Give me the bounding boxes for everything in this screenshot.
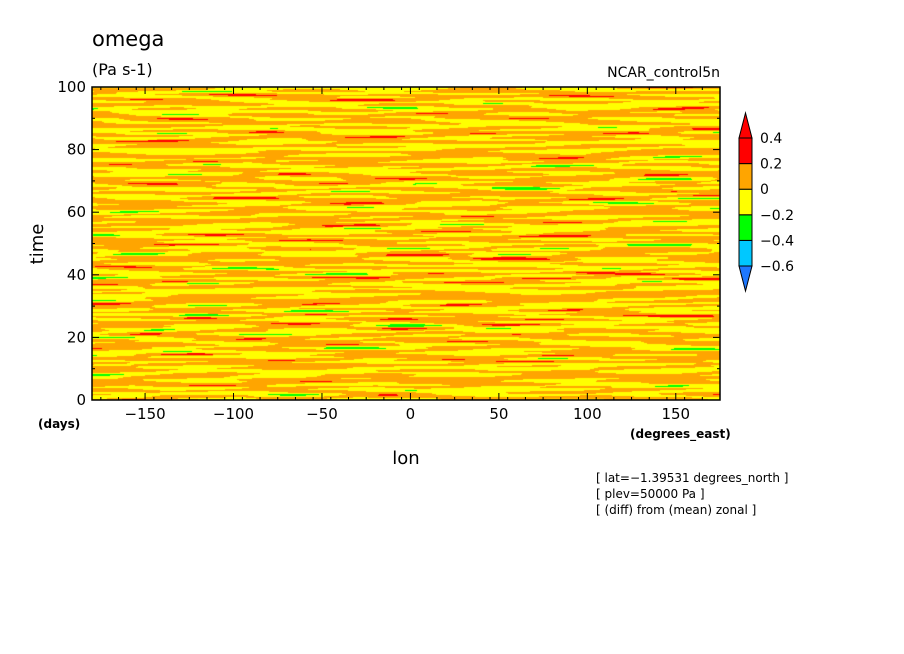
x-axis-units: (degrees_east) xyxy=(630,427,731,442)
x-tick-label: 150 xyxy=(661,405,690,423)
colorbar-label: 0.4 xyxy=(760,131,782,147)
colorbar-box xyxy=(738,214,753,241)
y-tick-label: 80 xyxy=(67,141,86,159)
axis-ticks: −150 −100 −50 0 50 100 150 0 20 40 60 80 100 xyxy=(57,78,721,423)
chart-units: (Pa s-1) xyxy=(92,60,153,79)
chart-title: omega xyxy=(92,27,164,51)
annotation-diff: [ (diff) from (mean) zonal ] xyxy=(596,503,756,517)
y-axis-label: time xyxy=(27,224,48,265)
x-tick-label: 100 xyxy=(573,405,602,423)
y-tick-label: 40 xyxy=(67,266,86,284)
contour-image xyxy=(92,87,720,400)
colorbar-box xyxy=(738,239,753,267)
y-tick-label: 20 xyxy=(67,328,86,346)
dataset-label: NCAR_control5n xyxy=(607,65,720,81)
colorbar: −0.6 −0.4 −0.2 0 0.2 0.4 xyxy=(738,111,794,293)
x-tick-label: −150 xyxy=(124,405,165,423)
colorbar-label: 0.2 xyxy=(760,157,782,173)
colorbar-triangle-bottom xyxy=(738,265,753,293)
colorbar-triangle-top xyxy=(738,111,753,139)
x-tick-label: 50 xyxy=(489,405,508,423)
colorbar-label: −0.6 xyxy=(760,259,794,275)
y-tick-label: 60 xyxy=(67,203,86,221)
x-tick-label: −100 xyxy=(213,405,254,423)
contour-field xyxy=(92,87,720,400)
y-tick-label: 100 xyxy=(57,78,86,96)
colorbar-label: −0.2 xyxy=(760,208,794,224)
x-tick-label: 0 xyxy=(406,405,416,423)
colorbar-box xyxy=(738,163,753,190)
y-tick-label: 0 xyxy=(76,391,86,409)
x-axis-label: lon xyxy=(392,448,419,469)
annotation-lat: [ lat=−1.39531 degrees_north ] xyxy=(596,471,788,485)
colorbar-label: −0.4 xyxy=(760,233,794,249)
colorbar-label: 0 xyxy=(760,182,769,198)
x-tick-label: −50 xyxy=(306,405,338,423)
colorbar-box xyxy=(738,137,753,165)
colorbar-box xyxy=(738,188,753,216)
annotation-plev: [ plev=50000 Pa ] xyxy=(596,487,705,501)
y-axis-units: (days) xyxy=(38,417,80,431)
